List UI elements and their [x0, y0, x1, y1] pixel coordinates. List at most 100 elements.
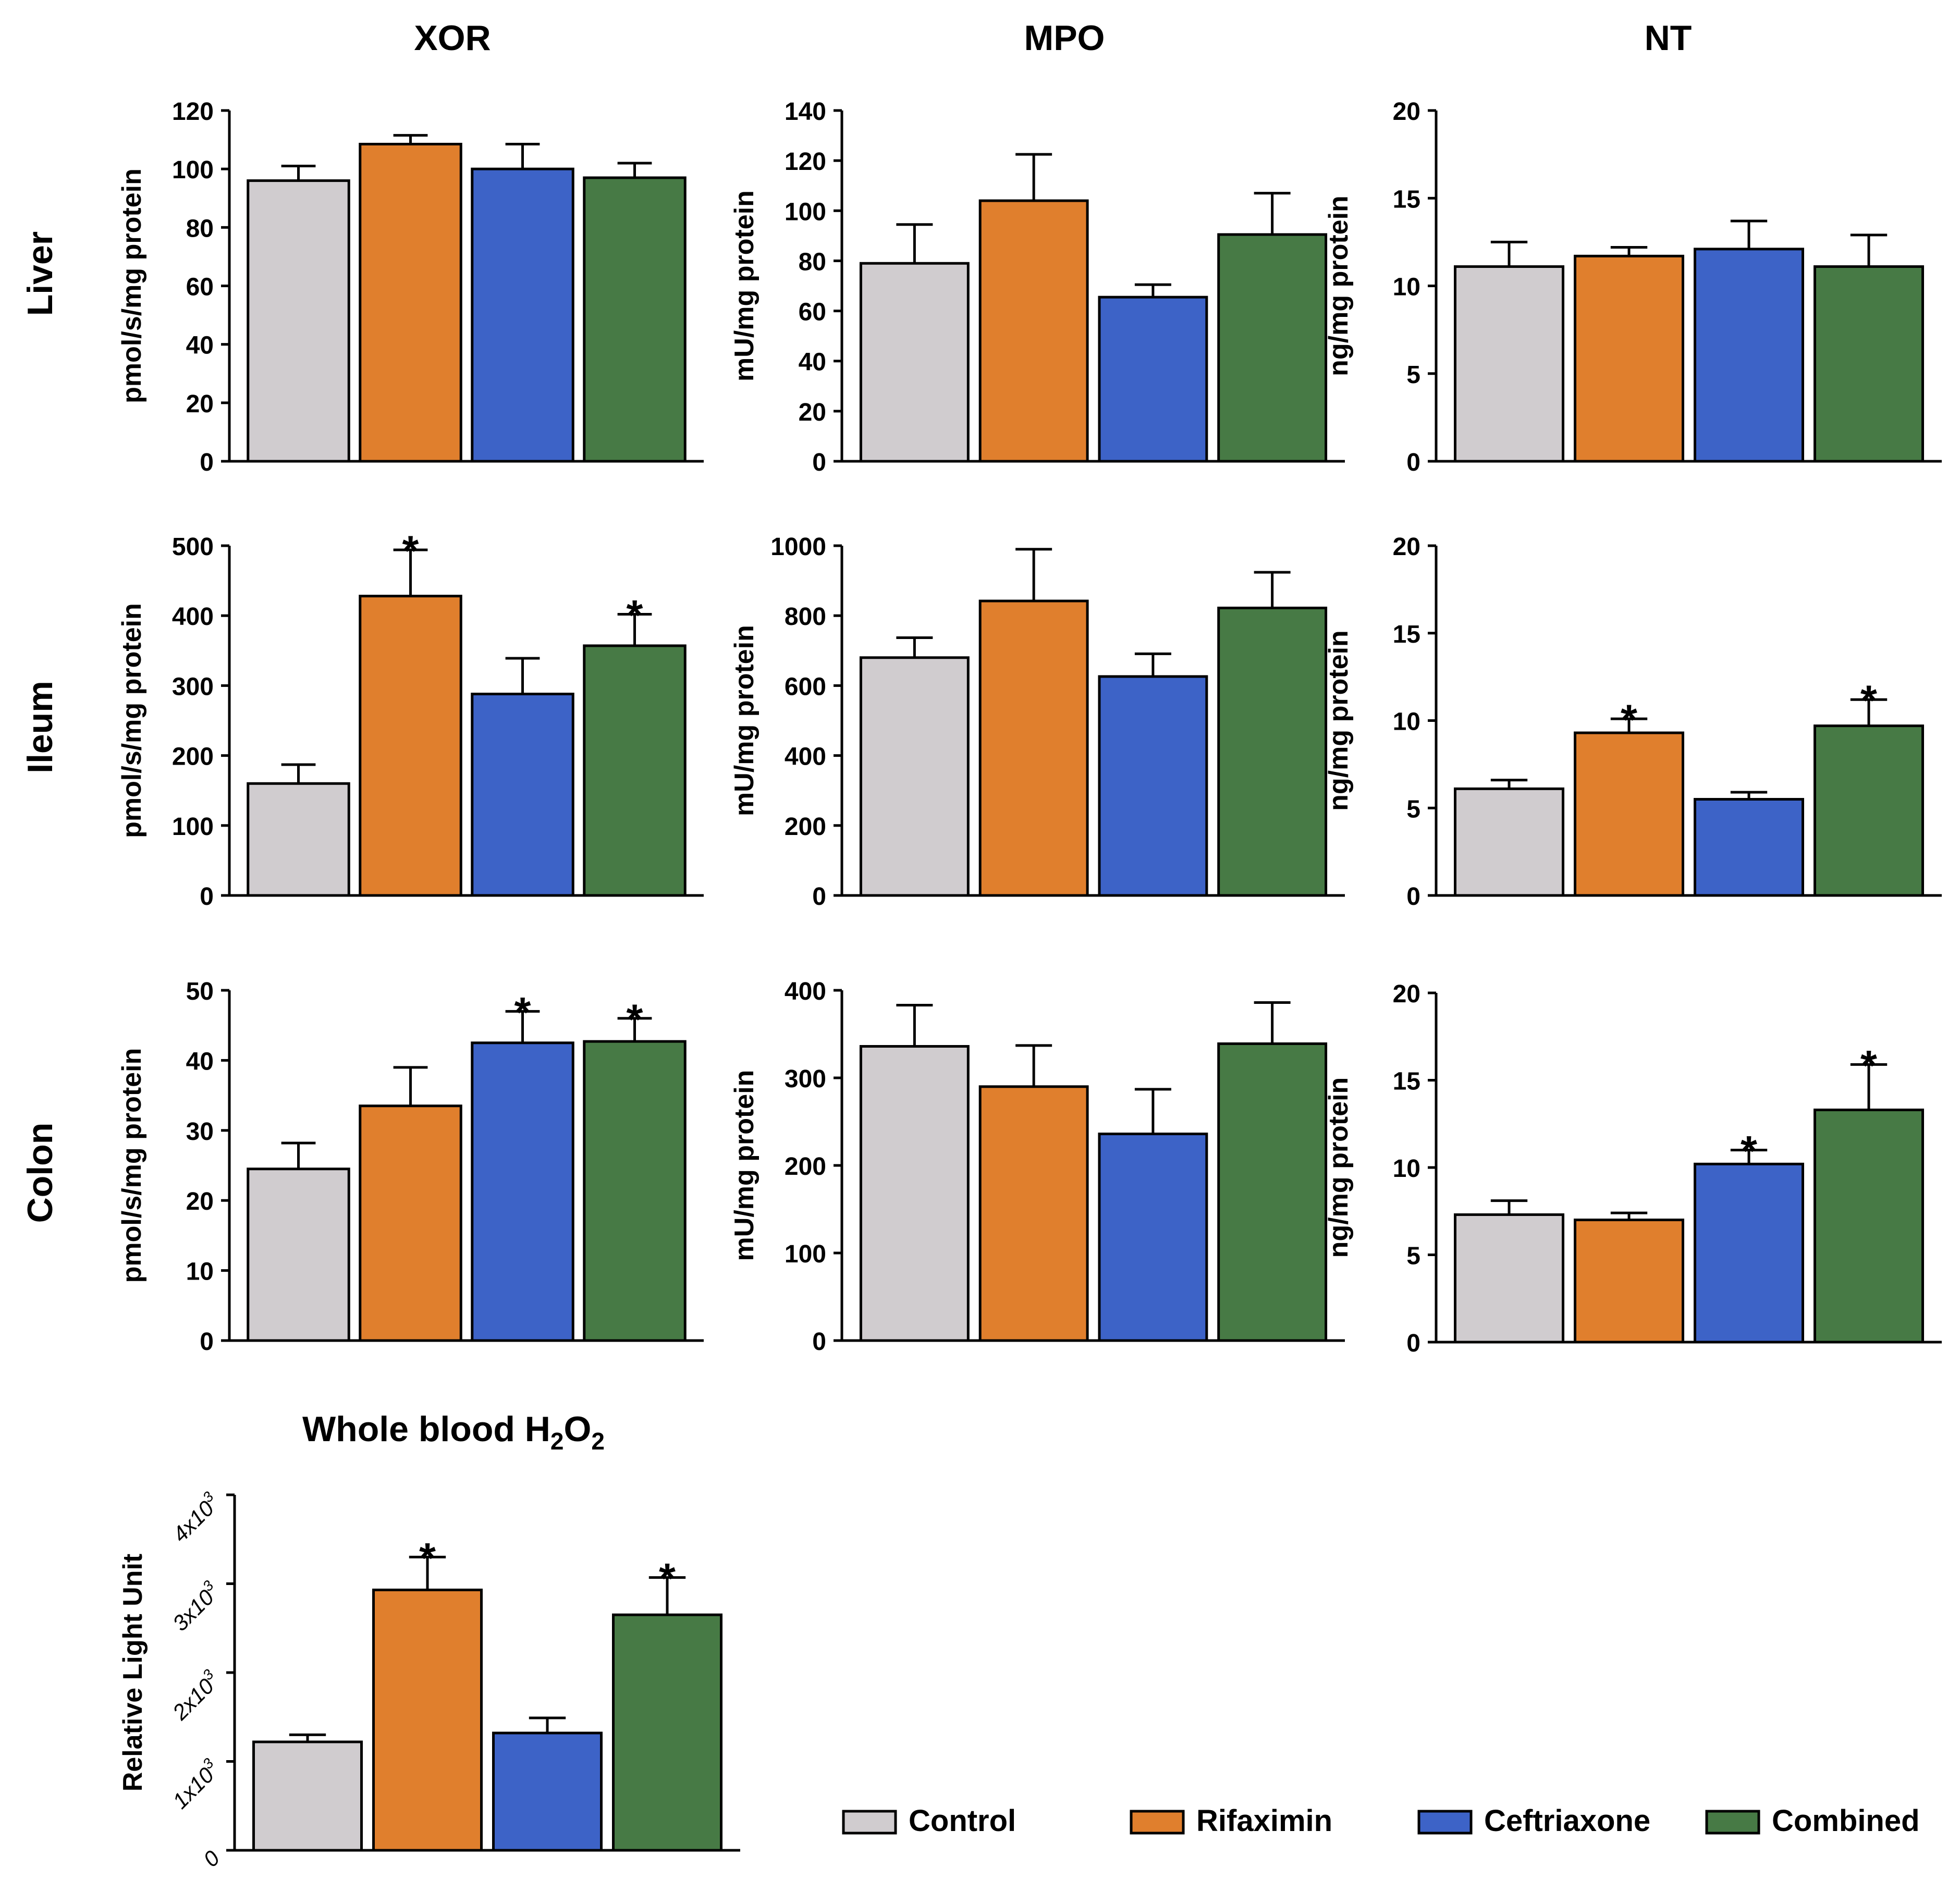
liver-mpo-ytick-label: 120: [785, 148, 826, 176]
ileum-mpo-ytick-label: 1000: [770, 533, 826, 561]
colon-nt-bar-rifaximin: [1574, 1219, 1684, 1344]
colon-mpo-ylabel: mU/mg protein: [729, 1070, 760, 1261]
ileum-mpo-ytick-label: 800: [785, 603, 826, 631]
colon-mpo-ytick-label: 200: [785, 1153, 826, 1181]
legend: Control Rifaximin Ceftriaxone Combined: [842, 1804, 1920, 1838]
ileum-xor-bar-rifaximin: [359, 595, 462, 897]
legend-item-combined: Combined: [1705, 1804, 1920, 1838]
legend-label-combined: Combined: [1772, 1804, 1920, 1838]
liver-mpo-ytick-label: 0: [812, 449, 826, 476]
colon-nt-bar-combined: [1814, 1108, 1924, 1344]
colon-mpo-ytick-label: 100: [785, 1240, 826, 1268]
ileum-nt-ytick-label: 15: [1393, 621, 1420, 648]
liver-nt-bar-rifaximin: [1574, 254, 1684, 463]
legend-swatch-ceftriaxone: [1417, 1810, 1473, 1835]
ileum-nt-bar-ceftriaxone: [1694, 797, 1804, 897]
colon-xor-ylabel: pmol/s/mg protein: [117, 1048, 147, 1283]
colon-mpo-ytick-label: 300: [785, 1065, 826, 1093]
blood-h2o2-bar-rifaximin: [372, 1588, 483, 1852]
liver-nt-panel: 0 5 10 15 20 ng/mg protein: [1324, 98, 1942, 476]
legend-swatch-rifaximin: [1130, 1810, 1185, 1835]
liver-mpo-bar-rifaximin: [978, 199, 1089, 463]
blood-h2o2-ytick-label: 1x103: [166, 1755, 224, 1813]
ileum-nt-ytick-label: 0: [1406, 883, 1420, 911]
blood-h2o2-panel: * * 0 1x103 2x103 3x103 4x103 Relative Light Un…: [118, 1488, 740, 1872]
liver-xor-ytick-label: 40: [186, 332, 214, 360]
ileum-xor-sig-rifaximin: *: [402, 527, 419, 575]
colon-xor-sig-combined: *: [627, 996, 643, 1043]
liver-xor-ylabel: pmol/s/mg protein: [117, 168, 147, 403]
liver-nt-ylabel: ng/mg protein: [1324, 195, 1354, 376]
ileum-xor-bar-control: [247, 782, 350, 897]
colon-nt-sig-ceftriaxone: *: [1741, 1128, 1757, 1175]
liver-mpo-ytick-label: 20: [799, 399, 826, 426]
legend-item-ceftriaxone: Ceftriaxone: [1417, 1804, 1650, 1838]
liver-xor-ytick-label: 20: [186, 390, 214, 418]
liver-nt-ytick-label: 5: [1406, 361, 1420, 389]
legend-item-control: Control: [842, 1804, 1016, 1838]
liver-nt-bar-ceftriaxone: [1694, 248, 1804, 463]
liver-xor-bar-combined: [583, 176, 687, 463]
colon-nt-ytick-label: 20: [1393, 980, 1420, 1008]
blood-title-sub1: 2: [550, 1428, 564, 1455]
liver-mpo-bar-combined: [1217, 233, 1328, 463]
blood-title-mid: O: [564, 1409, 592, 1449]
ileum-xor-ylabel: pmol/s/mg protein: [117, 603, 147, 838]
colon-nt-sig-combined: *: [1860, 1042, 1877, 1089]
colon-xor-bar-combined: [583, 1040, 687, 1342]
ileum-xor-bar-combined: [583, 644, 687, 897]
ileum-xor-panel: * * 0 100 200 300 400 500 pmol/s/mg protein: [117, 527, 704, 911]
blood-panel-title: Whole blood H2O2: [302, 1409, 605, 1455]
ileum-mpo-bar-combined: [1217, 606, 1328, 897]
colon-xor-ytick-label: 30: [186, 1118, 214, 1146]
ileum-xor-ytick-label: 400: [172, 603, 214, 631]
ileum-xor-ytick-label: 100: [172, 813, 214, 841]
row-label-colon: Colon: [20, 1123, 60, 1223]
colon-xor-ytick-label: 20: [186, 1188, 214, 1215]
colon-xor-ytick-label: 40: [186, 1048, 214, 1075]
column-title-mpo: MPO: [1024, 18, 1105, 58]
liver-xor-ytick-label: 0: [200, 449, 214, 476]
blood-title-main: Whole blood H: [302, 1409, 550, 1449]
column-title-xor: XOR: [414, 18, 491, 58]
colon-mpo-ytick-label: 400: [785, 978, 826, 1005]
colon-xor-bar-rifaximin: [359, 1104, 462, 1342]
liver-xor-bar-rifaximin: [359, 142, 462, 463]
colon-xor-bar-control: [247, 1168, 350, 1342]
blood-h2o2-bar-combined: [612, 1613, 722, 1852]
ileum-nt-bar-combined: [1814, 724, 1924, 897]
legend-label-control: Control: [909, 1804, 1016, 1838]
colon-nt-bar-ceftriaxone: [1694, 1162, 1804, 1344]
ileum-xor-sig-combined: *: [627, 592, 643, 640]
ileum-nt-panel: * * 0 5 10 15 20 ng/mg protein: [1324, 533, 1942, 911]
legend-swatch-combined: [1705, 1810, 1760, 1835]
column-titles: XOR MPO NT: [414, 18, 1692, 58]
ileum-xor-ytick-label: 0: [200, 883, 214, 911]
blood-h2o2-bar-ceftriaxone: [492, 1731, 603, 1852]
liver-xor-bar-control: [247, 179, 350, 463]
liver-xor-bar-ceftriaxone: [471, 167, 574, 463]
ileum-nt-sig-rifaximin: *: [1621, 696, 1637, 744]
blood-h2o2-ytick-label: 0: [199, 1846, 225, 1872]
ileum-mpo-bar-ceftriaxone: [1098, 675, 1208, 897]
legend-item-rifaximin: Rifaximin: [1130, 1804, 1332, 1838]
ileum-mpo-ylabel: mU/mg protein: [729, 625, 760, 816]
colon-xor-ytick-label: 0: [200, 1328, 214, 1356]
liver-nt-ytick-label: 0: [1406, 449, 1420, 476]
blood-title-sub2: 2: [591, 1428, 605, 1455]
ileum-nt-ylabel: ng/mg protein: [1324, 630, 1354, 811]
ileum-nt-bar-control: [1454, 787, 1564, 897]
ileum-xor-bar-ceftriaxone: [471, 693, 574, 897]
blood-h2o2-bar-control: [252, 1740, 363, 1852]
colon-mpo-bar-combined: [1217, 1042, 1328, 1342]
colon-nt-ytick-label: 10: [1393, 1155, 1420, 1183]
ileum-mpo-ytick-label: 600: [785, 673, 826, 701]
row-label-ileum: Ileum: [20, 681, 60, 773]
row-label-liver: Liver: [20, 231, 60, 316]
liver-mpo-ytick-label: 100: [785, 198, 826, 226]
liver-mpo-bar-ceftriaxone: [1098, 296, 1208, 463]
colon-xor-sig-ceftriaxone: *: [514, 989, 531, 1036]
blood-h2o2-ylabel: Relative Light Unit: [118, 1554, 148, 1791]
liver-mpo-panel: 0 20 40 60 80 100 120 140 mU/mg protein: [729, 98, 1345, 476]
